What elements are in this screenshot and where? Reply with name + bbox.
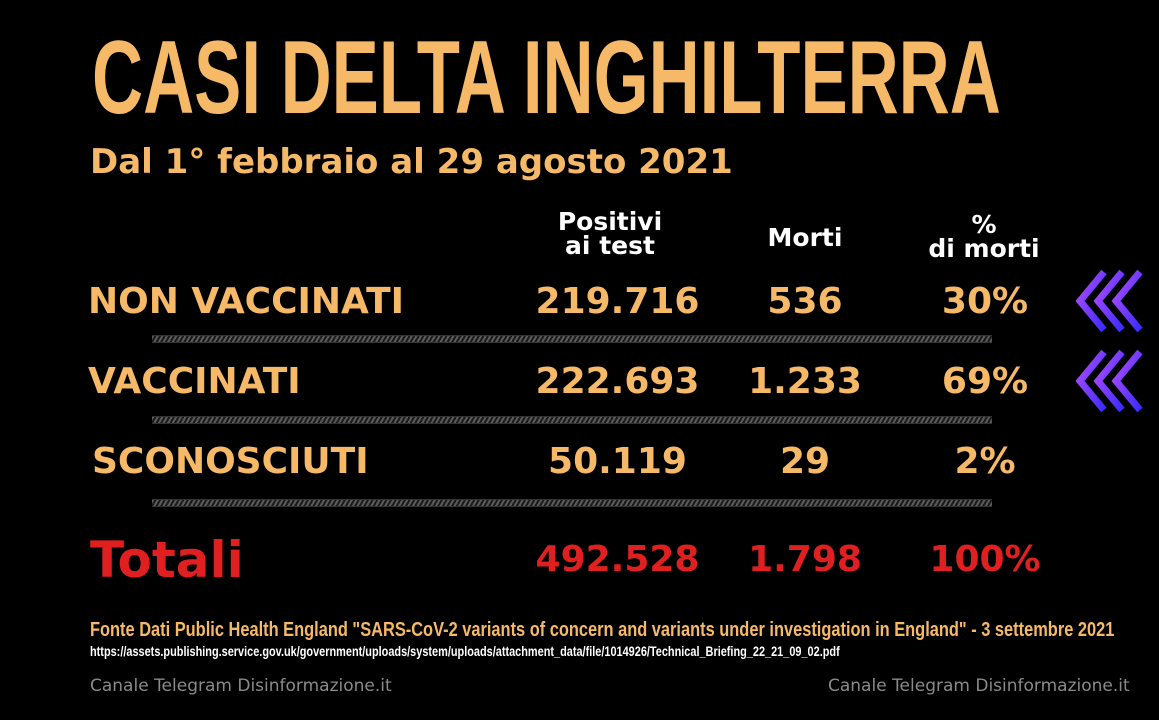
column-header-positivi-line2: ai test <box>565 231 655 260</box>
cell-morti-non-vaccinati: 536 <box>767 281 843 322</box>
cell-positivi-vaccinati: 222.693 <box>535 361 700 402</box>
page-subtitle: Dal 1° febbraio al 29 agosto 2021 <box>90 142 733 182</box>
source-citation: Fonte Dati Public Health England "SARS-C… <box>90 619 1115 641</box>
cell-pct-totali: 100% <box>929 539 1041 580</box>
row-divider <box>152 335 992 343</box>
cell-pct-sconosciuti: 2% <box>954 441 1016 482</box>
column-header-morti-label: Morti <box>767 223 843 252</box>
column-header-positivi-line1: Positivi <box>557 207 663 236</box>
row-label-totali: Totali <box>90 531 244 589</box>
cell-positivi-totali: 492.528 <box>535 539 700 580</box>
cell-positivi-sconosciuti: 50.119 <box>548 441 687 482</box>
column-header-pct-line1: % <box>971 210 997 239</box>
column-header-pct-line2: di morti <box>928 234 1040 263</box>
column-header-positivi: Positivi ai test <box>548 207 672 260</box>
cell-morti-sconosciuti: 29 <box>779 441 831 482</box>
column-header-morti: Morti <box>750 223 860 252</box>
triple-chevron-left-icon <box>1075 349 1143 413</box>
credit-left: Canale Telegram Disinformazione.it <box>90 676 392 696</box>
row-label-sconosciuti: SCONOSCIUTI <box>92 441 369 482</box>
column-header-pct: % di morti <box>918 210 1050 263</box>
row-divider <box>152 499 992 507</box>
cell-positivi-non-vaccinati: 219.716 <box>535 281 700 322</box>
cell-morti-vaccinati: 1.233 <box>748 361 862 402</box>
page-title: CASI DELTA INGHILTERRA <box>92 20 1001 136</box>
row-divider <box>152 416 992 424</box>
triple-chevron-left-icon <box>1075 269 1143 333</box>
cell-pct-vaccinati: 69% <box>941 361 1029 402</box>
row-label-non-vaccinati: NON VACCINATI <box>88 281 405 322</box>
cell-morti-totali: 1.798 <box>748 539 862 580</box>
credit-right: Canale Telegram Disinformazione.it <box>828 676 1130 696</box>
source-url: https://assets.publishing.service.gov.uk… <box>90 643 840 659</box>
cell-pct-non-vaccinati: 30% <box>941 281 1029 322</box>
row-label-vaccinati: VACCINATI <box>88 361 301 402</box>
